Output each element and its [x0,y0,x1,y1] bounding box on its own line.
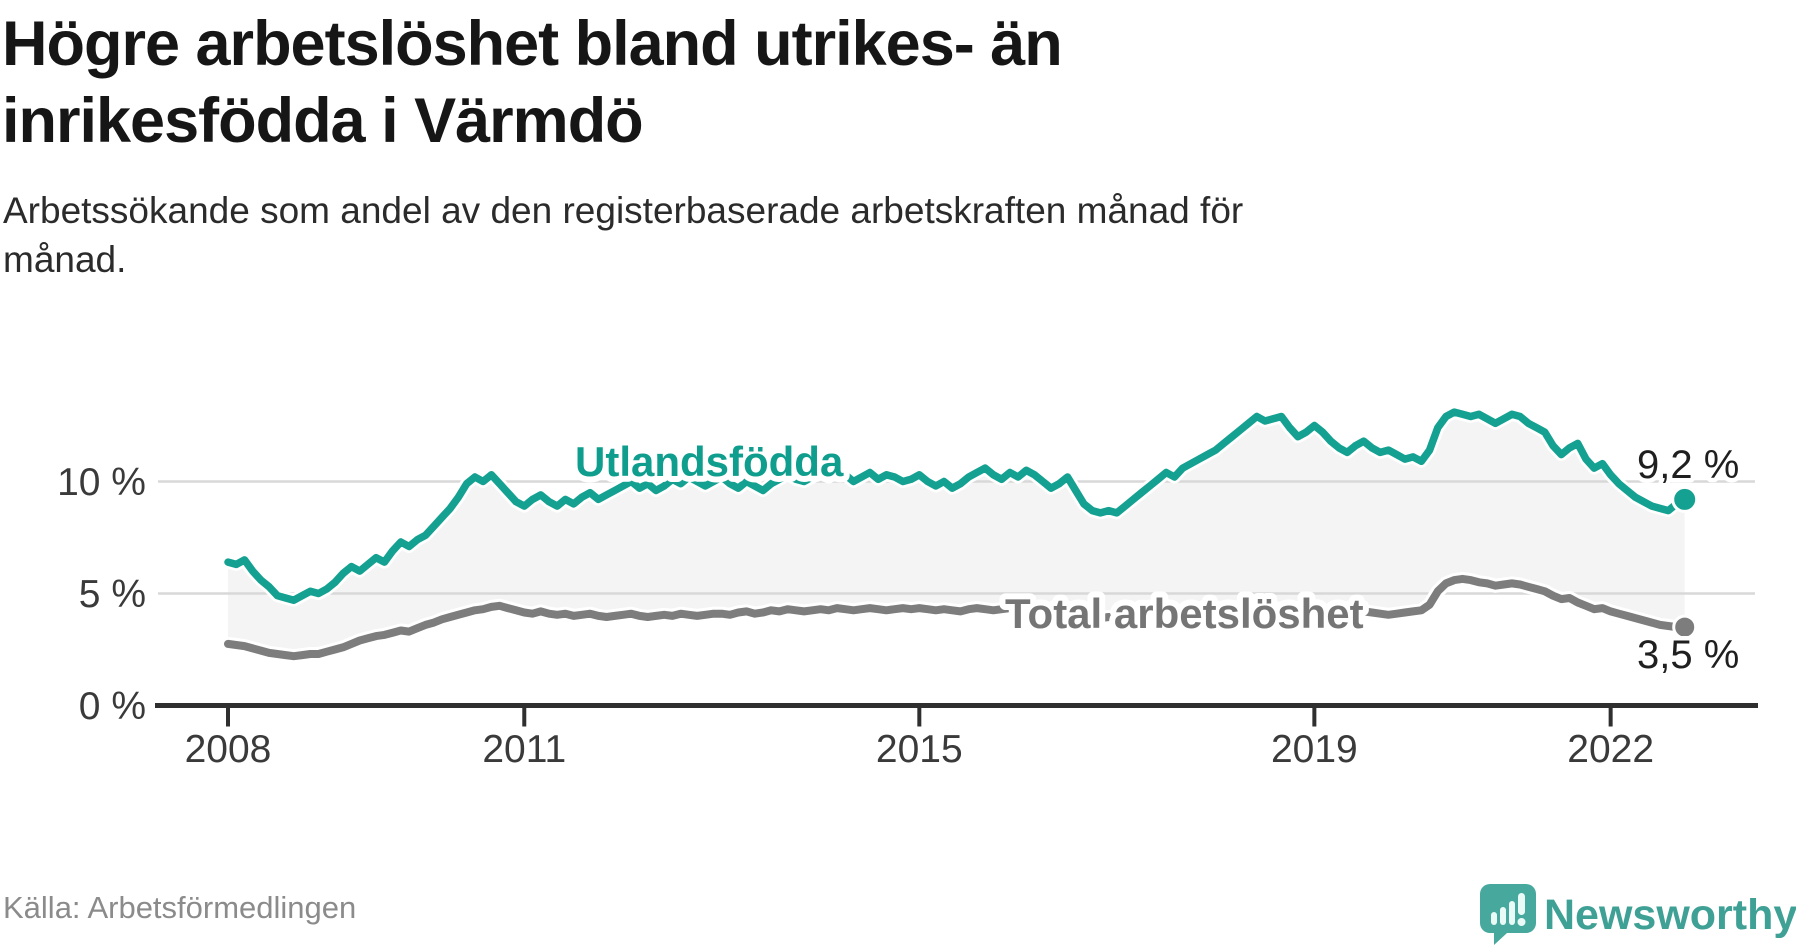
x-tick-label-2011: 2011 [482,728,566,771]
x-tick-label-2019: 2019 [1271,728,1358,771]
foreign-born-line [224,408,1689,604]
y-tick-label-10: 10 % [57,461,146,504]
area-between-lines [228,412,1685,657]
x-tick-label-2008: 2008 [185,728,272,771]
subtitle-line-1: Arbetssökande som andel av den registerb… [3,190,1244,231]
newsworthy-logo: Newsworthy [1480,884,1796,945]
y-tick-label-5: 5 % [79,573,146,616]
x-axis-ticks: 2008 2011 2015 2019 2022 [185,705,1654,771]
x-tick-label-2015: 2015 [876,728,963,771]
title-line-1: Högre arbetslöshet bland utrikes- än [2,9,1063,79]
foreign-born-end-value: 9,2 % [1637,443,1739,487]
total-end-value: 3,5 % [1637,633,1739,677]
source-note: Källa: Arbetsförmedlingen [3,890,357,925]
total-end-dot [1672,614,1698,640]
page-title: Högre arbetslöshet bland utrikes- än inr… [2,6,1762,160]
foreign-born-end-dot [1671,485,1699,513]
title-line-2: inrikesfödda i Värmdö [2,86,644,156]
logo-barchart-icon [1491,893,1526,926]
foreign-born-series-label: Utlandsfödda [575,438,844,485]
x-tick-label-2022: 2022 [1567,728,1654,771]
brand-name: Newsworthy [1544,891,1796,939]
total-line [224,574,1689,661]
subtitle-line-2: månad. [3,239,127,280]
logo-bubble-icon [1480,884,1536,945]
line-chart: 2008 2011 2015 2019 2022 10 % 5 % 0 % Utland… [57,405,1758,771]
chart-subtitle: Arbetssökande som andel av den registerb… [3,186,1763,284]
total-series-label: Total arbetslöshet [1005,590,1364,637]
y-tick-label-0: 0 % [79,685,146,728]
